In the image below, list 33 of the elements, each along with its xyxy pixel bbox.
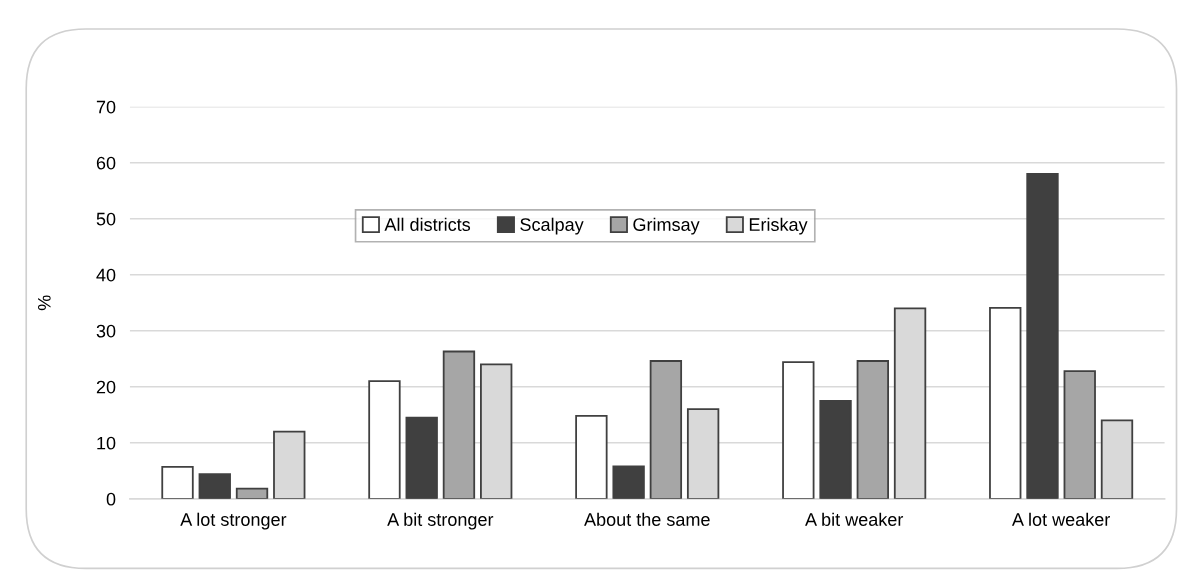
- bar: [1063, 370, 1096, 499]
- bar: [575, 414, 608, 499]
- bar: [856, 360, 889, 499]
- bar: [235, 487, 269, 499]
- y-tick-label: 60: [96, 156, 116, 170]
- bar: [649, 360, 683, 499]
- y-tick-label: 10: [97, 436, 116, 450]
- bar: [782, 361, 815, 499]
- legend-label: Grimsay: [633, 217, 700, 235]
- bar: [161, 465, 194, 499]
- x-tick-label: A lot stronger: [180, 512, 287, 530]
- legend-label: Scalpay: [520, 217, 584, 235]
- bar: [1026, 173, 1059, 499]
- y-tick-label: 0: [106, 492, 116, 506]
- x-tick-label: A bit weaker: [805, 512, 904, 526]
- bar: [442, 350, 476, 499]
- y-tick-label: 40: [96, 268, 116, 282]
- bar: [989, 306, 1022, 499]
- legend-label: All districts: [384, 217, 471, 231]
- legend-label: Eriskay: [749, 217, 808, 235]
- x-tick-label: About the same: [584, 512, 710, 526]
- y-tick-label: 30: [96, 324, 116, 338]
- bar: [405, 416, 438, 499]
- y-tick-label: 70: [96, 100, 116, 114]
- x-tick-label: A bit stronger: [387, 512, 494, 530]
- y-tick-label: 20: [96, 380, 116, 394]
- bar: [368, 380, 401, 499]
- y-axis-title: %: [38, 295, 51, 311]
- x-tick-label: A lot weaker: [1011, 512, 1110, 526]
- bar: [819, 399, 852, 499]
- y-tick-label: 50: [96, 212, 116, 226]
- bar: [198, 473, 231, 499]
- bar: [612, 465, 645, 499]
